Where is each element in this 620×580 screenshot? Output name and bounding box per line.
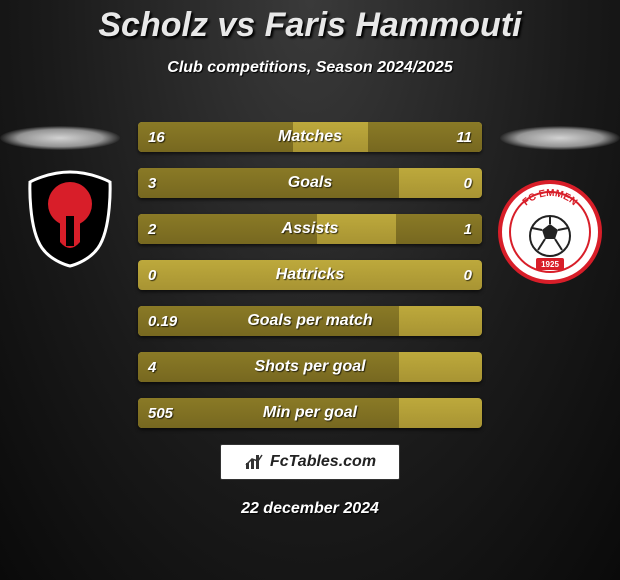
stat-row: 21Assists	[138, 214, 482, 244]
date-label: 22 december 2024	[0, 500, 620, 518]
stat-bars: 1611Matches 30Goals 21Assists 00Hattricks 0.…	[138, 122, 482, 444]
subtitle: Club competitions, Season 2024/2025	[0, 59, 620, 77]
footer-brand-text: FcTables.com	[270, 453, 376, 471]
stat-row: 30Goals	[138, 168, 482, 198]
bar-label: Goals	[138, 168, 482, 198]
bar-label: Goals per match	[138, 306, 482, 336]
page-title: Scholz vs Faris Hammouti	[0, 0, 620, 45]
shadow-right	[500, 126, 620, 150]
stat-row: 00Hattricks	[138, 260, 482, 290]
bar-label: Hattricks	[138, 260, 482, 290]
stat-row: 1611Matches	[138, 122, 482, 152]
chart-icon	[244, 453, 264, 471]
stat-row: 4Shots per goal	[138, 352, 482, 382]
footer-brand-badge: FcTables.com	[220, 444, 400, 480]
bar-label: Assists	[138, 214, 482, 244]
shadow-left	[0, 126, 120, 150]
stat-row: 505Min per goal	[138, 398, 482, 428]
bar-label: Matches	[138, 122, 482, 152]
bar-label: Min per goal	[138, 398, 482, 428]
club-logo-left	[20, 168, 120, 268]
svg-text:1925: 1925	[541, 260, 559, 269]
bar-label: Shots per goal	[138, 352, 482, 382]
club-logo-right: FC EMMEN 1925	[498, 180, 602, 284]
stat-row: 0.19Goals per match	[138, 306, 482, 336]
